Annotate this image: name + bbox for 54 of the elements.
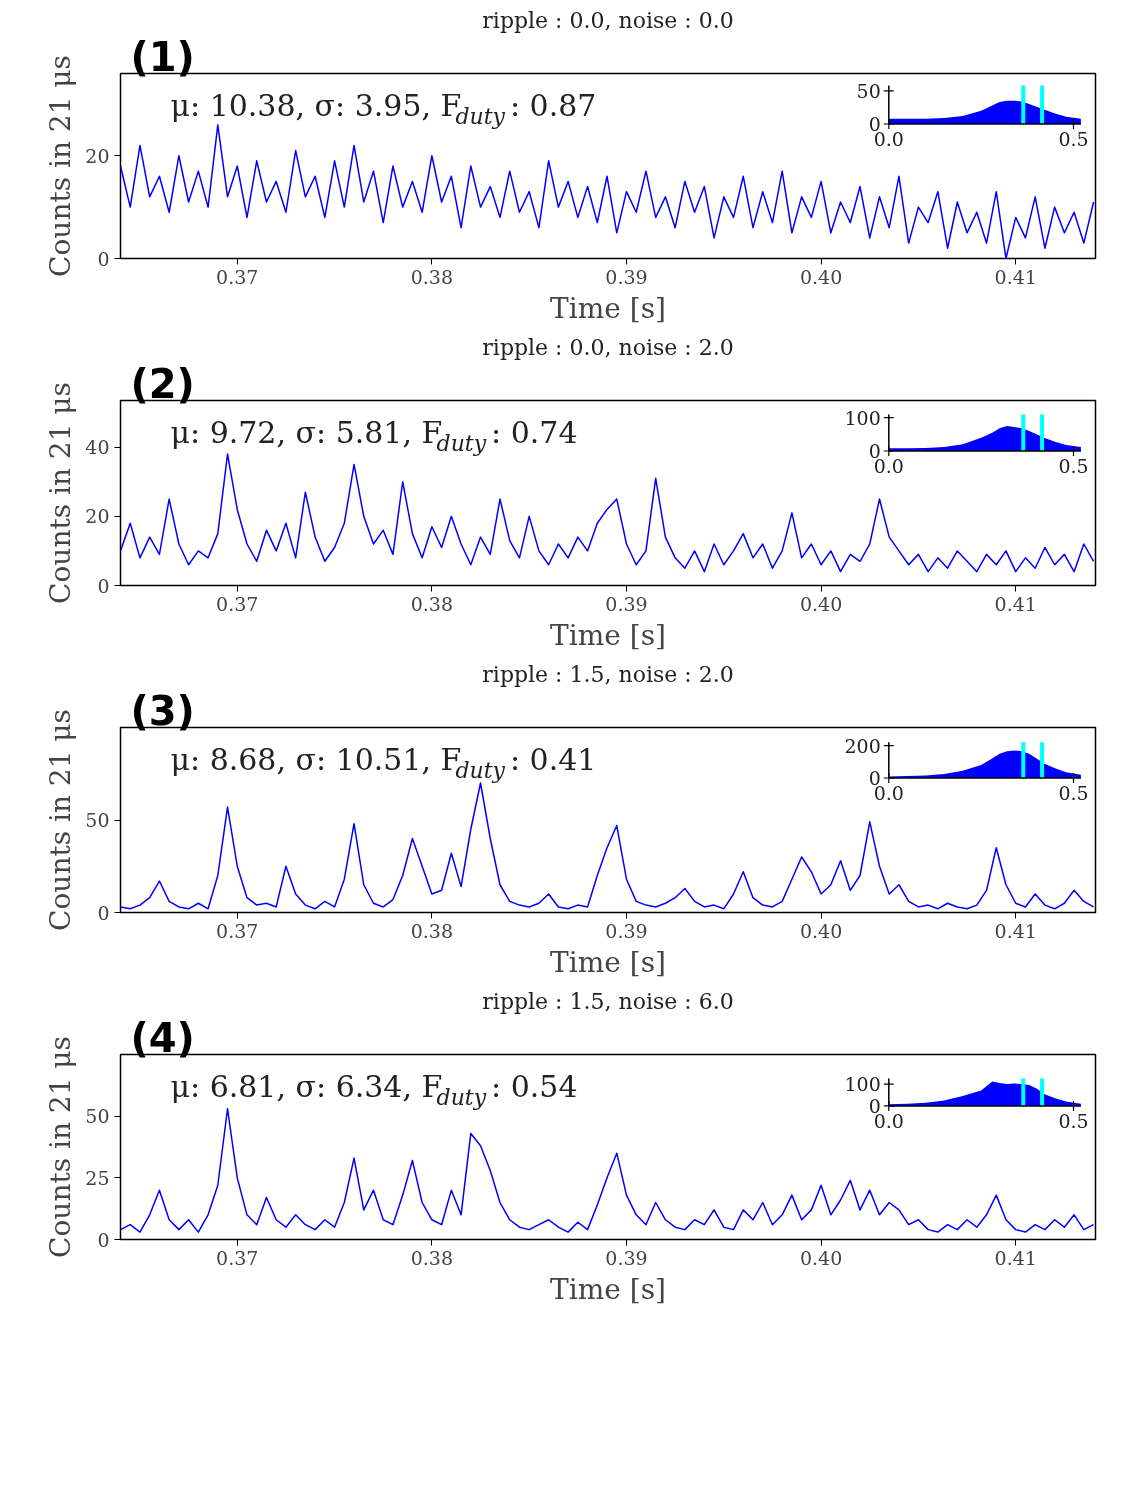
y-tick-label: 0 <box>97 247 110 270</box>
x-tick-label: 0.5 <box>1058 128 1089 150</box>
x-tick-label: 0.37 <box>216 265 259 288</box>
chart-title: ripple : 0.0, noise : 2.0 <box>482 334 734 360</box>
x-axis-title: Time [s] <box>550 291 666 325</box>
y-tick-label: 40 <box>85 436 110 459</box>
y-tick-label: 20 <box>85 144 110 167</box>
y-tick-label: 50 <box>85 809 110 831</box>
x-tick-label: 0.38 <box>410 265 454 288</box>
y-tick-label: 100 <box>844 406 881 429</box>
x-tick-label: 0.40 <box>799 1246 843 1269</box>
y-axis-title: Counts in 21 μs <box>44 1036 78 1258</box>
x-tick-label: 0.40 <box>799 592 843 615</box>
annotation: (4) <box>130 1014 195 1061</box>
x-tick-label: 0.39 <box>605 919 648 942</box>
chart-title: ripple : 1.5, noise : 6.0 <box>482 988 734 1014</box>
x-axis-title: Time [s] <box>550 945 666 979</box>
x-tick-label: 0.38 <box>410 1246 454 1269</box>
y-axis-title: Counts in 21 μs <box>44 709 78 931</box>
x-axis-title: Time [s] <box>550 618 666 652</box>
y-tick-label: 200 <box>844 734 881 757</box>
x-tick-label: 0.41 <box>994 919 1037 942</box>
y-tick-label: 50 <box>85 1105 110 1128</box>
x-tick-label: 0.37 <box>216 1246 259 1269</box>
chart-title: ripple : 1.5, noise : 2.0 <box>482 661 734 687</box>
x-tick-label: 0.39 <box>605 1246 648 1269</box>
y-axis-title: Counts in 21 μs <box>44 55 78 277</box>
x-tick-label: 0.37 <box>216 592 259 615</box>
annotation: (1) <box>130 33 195 80</box>
x-axis-title: Time [s] <box>550 1272 666 1306</box>
x-tick-label: 0.5 <box>1058 455 1089 478</box>
y-tick-label: 25 <box>85 1166 110 1189</box>
y-tick-label: 20 <box>85 505 110 528</box>
x-tick-label: 0.39 <box>605 265 648 288</box>
y-axis-title: Counts in 21 μs <box>44 382 78 604</box>
x-tick-label: 0.38 <box>410 592 454 615</box>
x-tick-label: 0.41 <box>994 592 1037 615</box>
y-tick-label: 0 <box>97 574 110 597</box>
annotation: (2) <box>130 360 195 407</box>
y-tick-label: 0 <box>97 1228 110 1251</box>
x-tick-label: 0.5 <box>1058 1109 1089 1132</box>
x-tick-label: 0.40 <box>799 265 843 288</box>
x-tick-label: 0.37 <box>216 919 259 942</box>
x-tick-label: 0.41 <box>994 265 1037 288</box>
x-tick-label: 0.40 <box>799 919 843 942</box>
x-tick-label: 0.38 <box>410 919 454 942</box>
x-tick-label: 0.5 <box>1058 782 1089 805</box>
annotation: (3) <box>130 687 195 734</box>
y-tick-label: 100 <box>844 1073 881 1096</box>
y-tick-label: 50 <box>856 79 881 102</box>
chart-title: ripple : 0.0, noise : 0.0 <box>482 7 734 33</box>
x-tick-label: 0.39 <box>605 592 648 615</box>
y-tick-label: 0 <box>97 901 110 924</box>
x-tick-label: 0.41 <box>994 1246 1037 1269</box>
